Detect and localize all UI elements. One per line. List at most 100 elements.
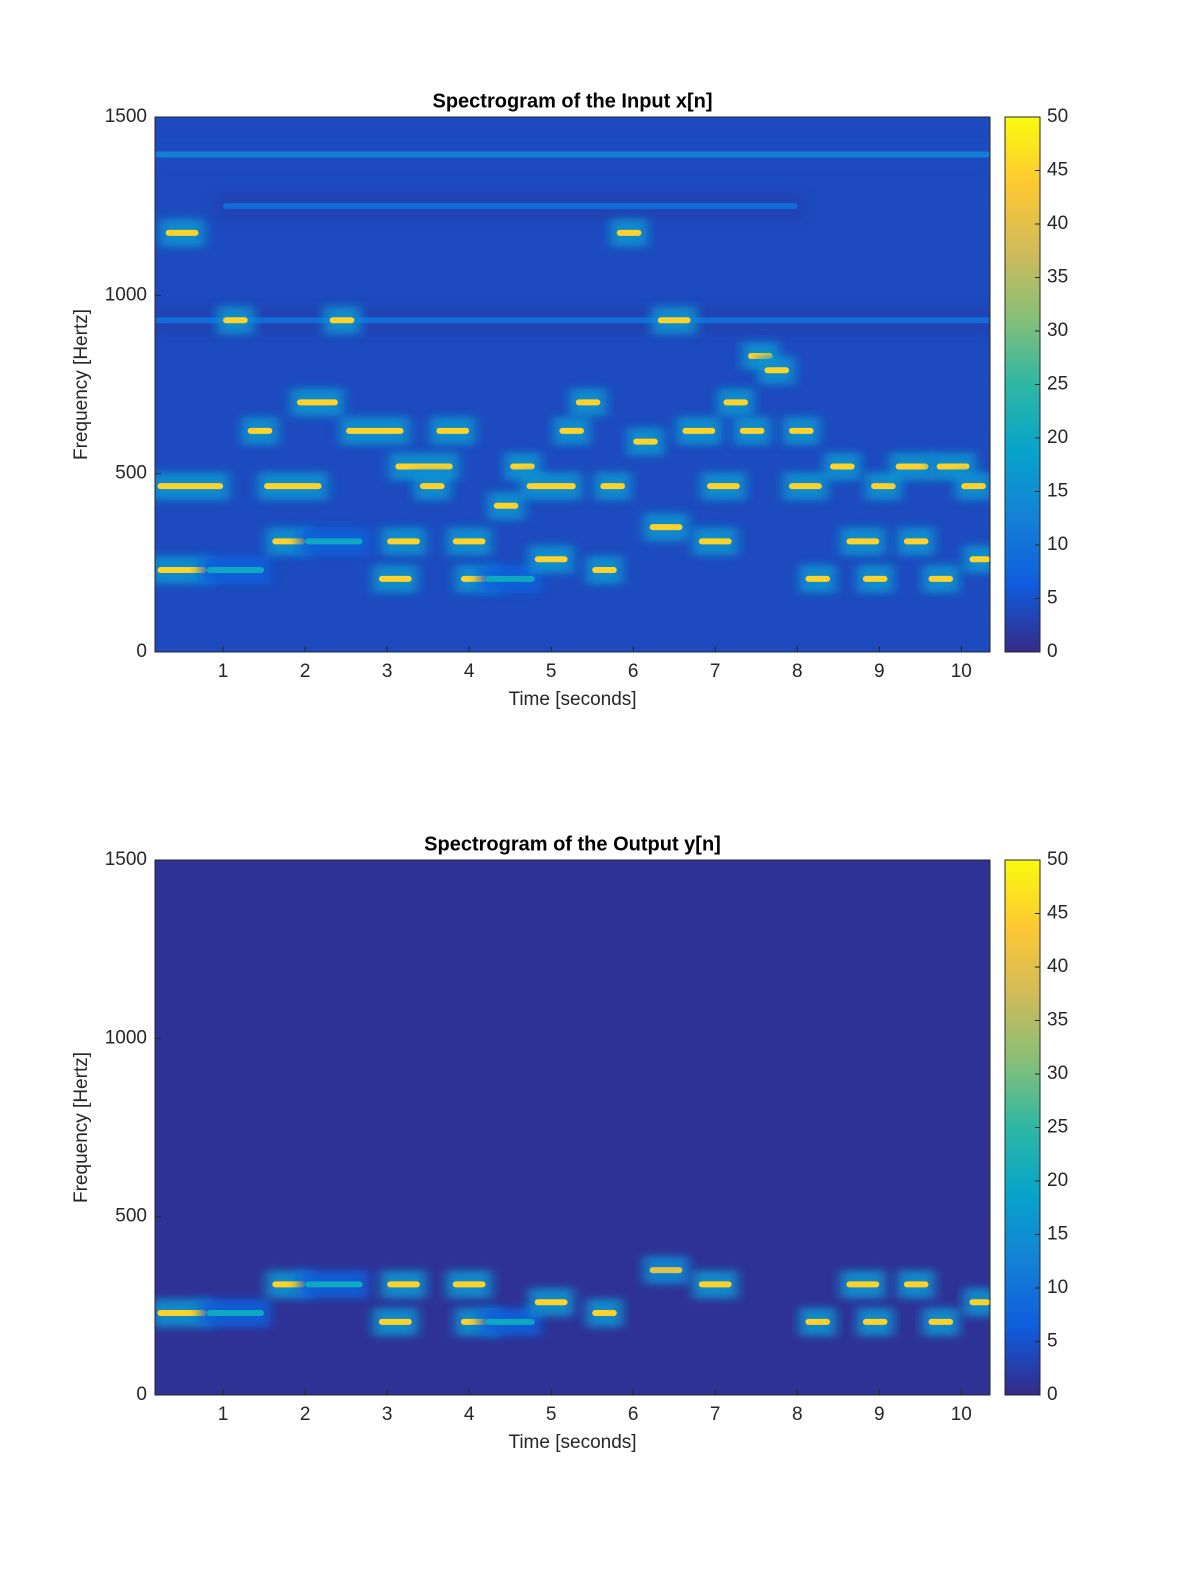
tone xyxy=(223,317,248,324)
x-tick-label: 1 xyxy=(218,1404,229,1425)
tone xyxy=(395,463,453,470)
tone xyxy=(707,483,740,490)
tone xyxy=(559,427,584,434)
colorbar-tick-label: 40 xyxy=(1047,213,1068,234)
colorbar-tick-label: 25 xyxy=(1047,374,1068,395)
tone xyxy=(575,399,601,406)
tone xyxy=(346,427,404,434)
tone xyxy=(789,427,814,434)
x-tick-label: 3 xyxy=(382,661,393,682)
tone xyxy=(739,427,765,434)
tone xyxy=(862,1318,888,1325)
tone xyxy=(452,1281,486,1288)
y-tick-label: 0 xyxy=(136,641,147,662)
colorbar-tick-label: 5 xyxy=(1047,588,1058,609)
x-tick-label: 2 xyxy=(300,661,311,682)
colorbar-tick-label: 40 xyxy=(1047,956,1068,977)
tone xyxy=(165,229,199,236)
colorbar-tick-label: 0 xyxy=(1047,1384,1058,1405)
chart-title: Spectrogram of the Output y[n] xyxy=(424,833,721,855)
tone xyxy=(969,556,990,563)
tone xyxy=(485,1318,535,1325)
colorbar-tick-label: 20 xyxy=(1047,1170,1068,1191)
colorbar-tick-label: 30 xyxy=(1047,320,1068,341)
tone xyxy=(387,1281,420,1288)
tone xyxy=(789,483,822,490)
tones xyxy=(155,140,990,593)
tone xyxy=(206,566,265,573)
tone xyxy=(830,463,855,470)
tone xyxy=(329,317,355,324)
colorbar-tick-label: 5 xyxy=(1047,1331,1058,1352)
colorbar-tick-label: 30 xyxy=(1047,1063,1068,1084)
tone xyxy=(493,502,519,509)
x-tick-label: 4 xyxy=(464,1404,475,1425)
tone xyxy=(928,1318,954,1325)
tone xyxy=(296,399,338,406)
tone xyxy=(157,566,207,573)
y-tick-label: 1500 xyxy=(105,106,147,127)
colorbar-tick-label: 20 xyxy=(1047,427,1068,448)
tone xyxy=(272,1281,306,1288)
x-tick-label: 9 xyxy=(874,1404,885,1425)
tone xyxy=(649,1267,683,1274)
tone xyxy=(436,427,470,434)
tone xyxy=(600,483,625,490)
tone xyxy=(903,1281,929,1288)
x-axis-label: Time [seconds] xyxy=(508,1432,636,1453)
tone xyxy=(387,538,420,545)
tone xyxy=(452,538,486,545)
tone xyxy=(247,427,273,434)
x-tick-label: 1 xyxy=(218,661,229,682)
tone xyxy=(157,483,224,490)
x-axis-label: Time [seconds] xyxy=(508,689,636,710)
tone xyxy=(871,483,896,490)
tones xyxy=(155,1256,990,1336)
tone xyxy=(969,1299,990,1306)
x-tick-label: 10 xyxy=(951,1404,972,1425)
tone xyxy=(698,1281,732,1288)
x-tick-label: 3 xyxy=(382,1404,393,1425)
axes-box xyxy=(154,116,991,653)
colorbar-tick-label: 0 xyxy=(1047,641,1058,662)
axes-box xyxy=(154,859,991,1396)
colorbar-tick-label: 35 xyxy=(1047,1010,1068,1031)
x-tick-label: 5 xyxy=(546,661,557,682)
tone xyxy=(764,367,790,374)
x-tick-label: 5 xyxy=(546,1404,557,1425)
tone xyxy=(616,229,642,236)
colorbar-tick-label: 15 xyxy=(1047,481,1068,502)
chart-title: Spectrogram of the Input x[n] xyxy=(433,90,713,112)
colorbar-tick-label: 10 xyxy=(1047,1277,1068,1298)
x-tick-label: 9 xyxy=(874,661,885,682)
tone xyxy=(534,1299,568,1306)
tone xyxy=(657,317,691,324)
tone xyxy=(223,203,798,210)
x-tick-label: 8 xyxy=(792,1404,803,1425)
tone xyxy=(155,151,990,158)
tone xyxy=(272,538,306,545)
colorbar xyxy=(1004,116,1041,653)
tone xyxy=(698,538,732,545)
colorbar-tick-label: 50 xyxy=(1047,849,1068,870)
tone xyxy=(961,483,986,490)
y-axis-label: Frequency [Hertz] xyxy=(71,1052,92,1203)
tone xyxy=(846,538,880,545)
x-tick-label: 7 xyxy=(710,661,721,682)
colorbar-tick-label: 45 xyxy=(1047,903,1068,924)
x-tick-label: 7 xyxy=(710,1404,721,1425)
x-tick-label: 2 xyxy=(300,1404,311,1425)
tone xyxy=(378,575,412,582)
tone xyxy=(723,399,749,406)
tone xyxy=(378,1318,412,1325)
y-tick-label: 500 xyxy=(115,1206,147,1227)
colorbar xyxy=(1004,859,1041,1396)
tone xyxy=(633,438,658,445)
y-tick-label: 500 xyxy=(115,463,147,484)
tone xyxy=(157,1309,207,1316)
tone xyxy=(592,1309,617,1316)
colorbar-tick-label: 35 xyxy=(1047,267,1068,288)
tone xyxy=(526,483,576,490)
